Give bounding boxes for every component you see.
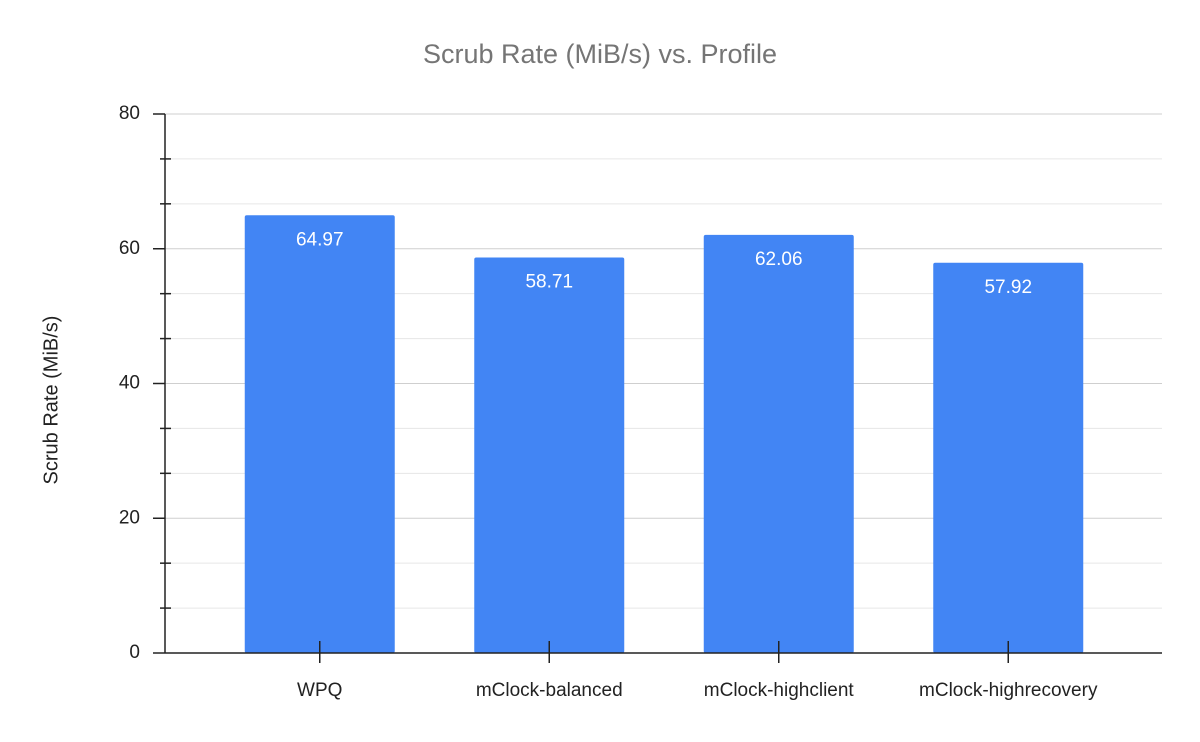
y-axis-label: Scrub Rate (MiB/s)	[40, 316, 62, 485]
chart-title: Scrub Rate (MiB/s) vs. Profile	[423, 39, 777, 69]
x-tick-label: mClock-highrecovery	[919, 680, 1098, 701]
value-label: 62.06	[755, 249, 803, 270]
bar	[933, 262, 1084, 653]
bar	[703, 234, 854, 654]
y-tick-label: 20	[119, 507, 140, 528]
value-label: 57.92	[984, 277, 1032, 298]
y-tick-label: 60	[119, 238, 140, 259]
bar	[244, 215, 395, 653]
value-label: 58.71	[525, 271, 573, 292]
value-label: 64.97	[296, 229, 344, 250]
x-tick-label: WPQ	[297, 680, 342, 701]
y-tick-label: 80	[119, 103, 140, 124]
y-tick-label: 40	[119, 373, 140, 394]
x-tick-label: mClock-highclient	[704, 680, 855, 701]
bar	[474, 257, 625, 653]
y-tick-label: 0	[129, 642, 140, 663]
x-tick-label: mClock-balanced	[476, 680, 623, 701]
